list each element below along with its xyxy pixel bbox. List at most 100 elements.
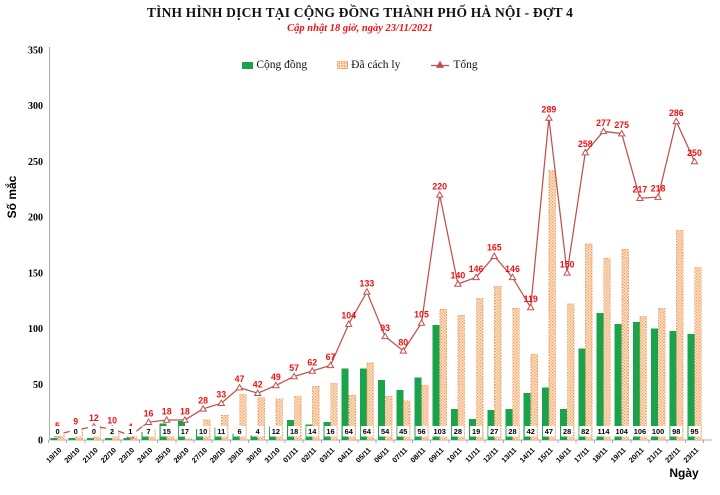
bar-cong-dong bbox=[669, 330, 677, 440]
value-label-box bbox=[142, 426, 155, 437]
total-value-label: 5 bbox=[55, 421, 60, 431]
total-value-label: 42 bbox=[253, 380, 263, 390]
value-label-box bbox=[69, 426, 82, 437]
value-label-box bbox=[506, 426, 519, 437]
x-date-label: 03/11 bbox=[317, 446, 336, 465]
total-marker-icon bbox=[271, 381, 280, 389]
bar-cong-dong bbox=[596, 312, 604, 440]
total-value-label: 289 bbox=[542, 104, 557, 114]
total-value-label: 119 bbox=[524, 294, 538, 304]
cong-dong-value-label: 28 bbox=[508, 427, 516, 436]
value-label-box bbox=[579, 426, 592, 437]
bar-da-cach-ly bbox=[384, 396, 393, 441]
x-date-label: 17/11 bbox=[572, 446, 591, 465]
bar-da-cach-ly bbox=[330, 382, 338, 441]
bar-cong-dong bbox=[614, 324, 622, 440]
bar-cong-dong bbox=[505, 408, 513, 440]
total-marker-icon bbox=[672, 117, 681, 125]
bar-da-cach-ly bbox=[694, 266, 702, 441]
x-date-label: 20/11 bbox=[627, 446, 646, 465]
bar-cong-dong bbox=[450, 408, 458, 440]
cong-dong-value-label: 47 bbox=[545, 427, 553, 436]
total-value-label: 18 bbox=[162, 406, 172, 416]
total-marker-icon bbox=[544, 113, 553, 121]
cong-dong-value-label: 11 bbox=[217, 427, 225, 436]
total-marker-icon bbox=[581, 148, 590, 156]
bar-da-cach-ly bbox=[494, 285, 502, 441]
x-date-label: 31/10 bbox=[263, 446, 282, 465]
x-axis-title: Ngày bbox=[669, 466, 699, 480]
y-tick-label: 0 bbox=[38, 436, 43, 447]
total-line bbox=[57, 117, 696, 437]
bar-da-cach-ly bbox=[657, 308, 666, 441]
value-label-box bbox=[561, 426, 574, 437]
total-marker-icon bbox=[617, 129, 626, 137]
bar-cong-dong bbox=[378, 379, 386, 440]
cong-dong-value-label: 1 bbox=[128, 427, 132, 436]
total-marker-icon bbox=[599, 127, 608, 135]
bar-da-cach-ly bbox=[348, 395, 356, 441]
cong-dong-value-label: 0 bbox=[74, 427, 78, 436]
total-value-label: 104 bbox=[341, 311, 356, 321]
total-value-label: 140 bbox=[451, 271, 466, 281]
value-label-box bbox=[688, 426, 701, 437]
cong-dong-value-label: 6 bbox=[237, 427, 241, 436]
value-label-box bbox=[269, 426, 282, 437]
total-value-label: 286 bbox=[669, 108, 684, 118]
x-date-label: 24/10 bbox=[135, 446, 154, 465]
value-label-box bbox=[124, 426, 137, 437]
bar-da-cach-ly bbox=[184, 438, 193, 441]
bar-da-cach-ly bbox=[585, 243, 593, 441]
value-label-box bbox=[488, 426, 501, 437]
bar-da-cach-ly bbox=[603, 257, 611, 441]
bar-cong-dong bbox=[232, 433, 240, 440]
bar-cong-dong bbox=[396, 389, 404, 440]
x-date-label: 21/10 bbox=[81, 446, 100, 465]
total-value-label: 16 bbox=[144, 409, 154, 419]
total-value-label: 218 bbox=[651, 184, 666, 194]
x-date-label: 02/11 bbox=[299, 446, 318, 465]
x-date-label: 12/11 bbox=[481, 446, 500, 465]
bar-da-cach-ly bbox=[530, 353, 538, 441]
x-date-label: 04/11 bbox=[336, 446, 355, 465]
value-label-box bbox=[197, 426, 210, 437]
total-value-label: 146 bbox=[469, 264, 484, 274]
cong-dong-value-label: 106 bbox=[634, 427, 646, 436]
bar-da-cach-ly bbox=[257, 397, 265, 441]
total-marker-icon bbox=[472, 273, 481, 281]
y-tick-label: 350 bbox=[28, 46, 43, 57]
cong-dong-value-label: 0 bbox=[55, 427, 59, 436]
value-label-box bbox=[524, 426, 537, 437]
bar-da-cach-ly bbox=[621, 249, 629, 441]
bar-da-cach-ly bbox=[239, 393, 247, 441]
total-marker-icon bbox=[399, 346, 408, 354]
cong-dong-value-label: 56 bbox=[417, 427, 425, 436]
cong-dong-value-label: 0 bbox=[92, 427, 96, 436]
y-tick-label: 100 bbox=[28, 324, 43, 335]
value-label-box bbox=[288, 426, 301, 437]
x-date-label: 23/11 bbox=[681, 446, 700, 465]
total-marker-icon bbox=[344, 320, 353, 327]
cong-dong-value-label: 104 bbox=[616, 427, 629, 436]
legend-item-da-cach-ly: Đã cách ly bbox=[337, 59, 400, 71]
value-label-box bbox=[106, 426, 119, 437]
bar-da-cach-ly bbox=[457, 314, 466, 441]
value-label-box bbox=[451, 426, 464, 437]
total-marker-icon bbox=[199, 404, 208, 412]
value-label-box bbox=[397, 426, 410, 437]
legend-item-cong-dong: Cộng đồng bbox=[242, 59, 307, 71]
cong-dong-value-label: 64 bbox=[345, 427, 354, 436]
total-marker-icon bbox=[290, 372, 299, 380]
bar-cong-dong bbox=[50, 438, 58, 440]
cong-dong-value-label: 27 bbox=[490, 427, 498, 436]
value-label-box bbox=[233, 426, 246, 437]
total-marker-icon bbox=[635, 194, 644, 201]
x-date-label: 14/11 bbox=[518, 446, 537, 465]
value-label-box bbox=[342, 426, 355, 437]
total-value-label: 250 bbox=[687, 148, 702, 158]
bar-cong-dong bbox=[414, 377, 422, 440]
bar-da-cach-ly bbox=[166, 436, 174, 441]
total-value-label: 33 bbox=[216, 390, 226, 400]
total-marker-icon bbox=[217, 399, 226, 407]
total-marker-icon bbox=[417, 318, 426, 326]
